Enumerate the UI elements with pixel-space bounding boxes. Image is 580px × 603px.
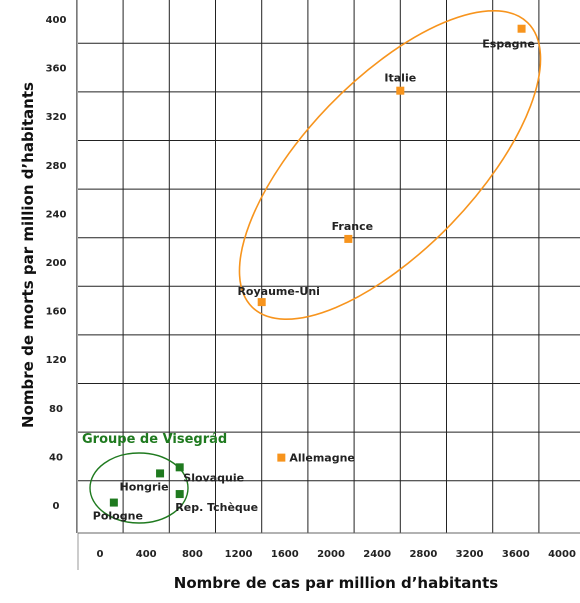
data-point-label: Espagne — [482, 38, 535, 51]
data-point-marker — [344, 234, 353, 243]
data-point-label: Pologne — [93, 510, 143, 523]
data-point-label: Hongrie — [119, 480, 168, 493]
group-label-visegrad: Groupe de Visegrád — [82, 432, 227, 447]
x-tick-label: 3600 — [502, 549, 530, 560]
x-tick-label: 0 — [97, 549, 104, 560]
y-tick-label: 400 — [46, 15, 67, 26]
x-tick-label: 2000 — [317, 549, 345, 560]
data-point-label: Slovaquie — [183, 471, 244, 484]
x-axis-title: Nombre de cas par million d’habitants — [174, 574, 498, 592]
data-point-marker — [396, 86, 405, 95]
x-tick-label: 3200 — [456, 549, 484, 560]
tick-labels: 0 400 800 1200 1600 2000 2400 2800 3200 3600 4000 0… — [46, 15, 576, 560]
data-point-marker — [175, 463, 184, 472]
x-tick-label: 1200 — [225, 549, 253, 560]
x-tick-label: 400 — [136, 549, 157, 560]
y-tick-label: 80 — [49, 404, 63, 415]
data-point-marker — [517, 24, 526, 33]
ellipse-orange-group — [238, 10, 542, 320]
data-point-label: Royaume-Uni — [237, 285, 319, 298]
y-tick-label: 120 — [46, 355, 67, 366]
x-tick-label: 4000 — [548, 549, 576, 560]
x-tick-label: 800 — [182, 549, 203, 560]
data-point-label: Italie — [384, 72, 416, 85]
ellipse-visegrad-group — [89, 452, 189, 524]
y-tick-label: 200 — [46, 258, 67, 269]
grid — [76, 0, 580, 570]
data-point-marker — [277, 453, 286, 462]
data-points: Espagne Italie France Royaume-Uni Allemagne S… — [93, 24, 535, 523]
x-tick-label: 1600 — [271, 549, 299, 560]
group-ellipses — [89, 10, 542, 524]
y-tick-label: 160 — [46, 307, 67, 318]
y-tick-label: 360 — [46, 64, 67, 75]
data-point-label: Allemagne — [289, 452, 355, 465]
y-tick-label: 240 — [46, 209, 67, 220]
data-point-label: Rep. Tchèque — [175, 501, 258, 514]
y-axis-title: Nombre de morts par million d’habitants — [19, 82, 37, 428]
data-point-marker — [175, 490, 184, 499]
x-tick-label: 2800 — [409, 549, 437, 560]
y-tick-label: 320 — [46, 112, 67, 123]
data-point-marker — [257, 298, 266, 307]
y-tick-label: 280 — [46, 161, 67, 172]
x-tick-label: 2400 — [363, 549, 391, 560]
data-point-label: France — [332, 220, 373, 233]
y-tick-label: 40 — [49, 452, 63, 463]
data-point-marker — [156, 469, 165, 478]
data-point-marker — [109, 498, 118, 507]
y-tick-label: 0 — [53, 501, 60, 512]
